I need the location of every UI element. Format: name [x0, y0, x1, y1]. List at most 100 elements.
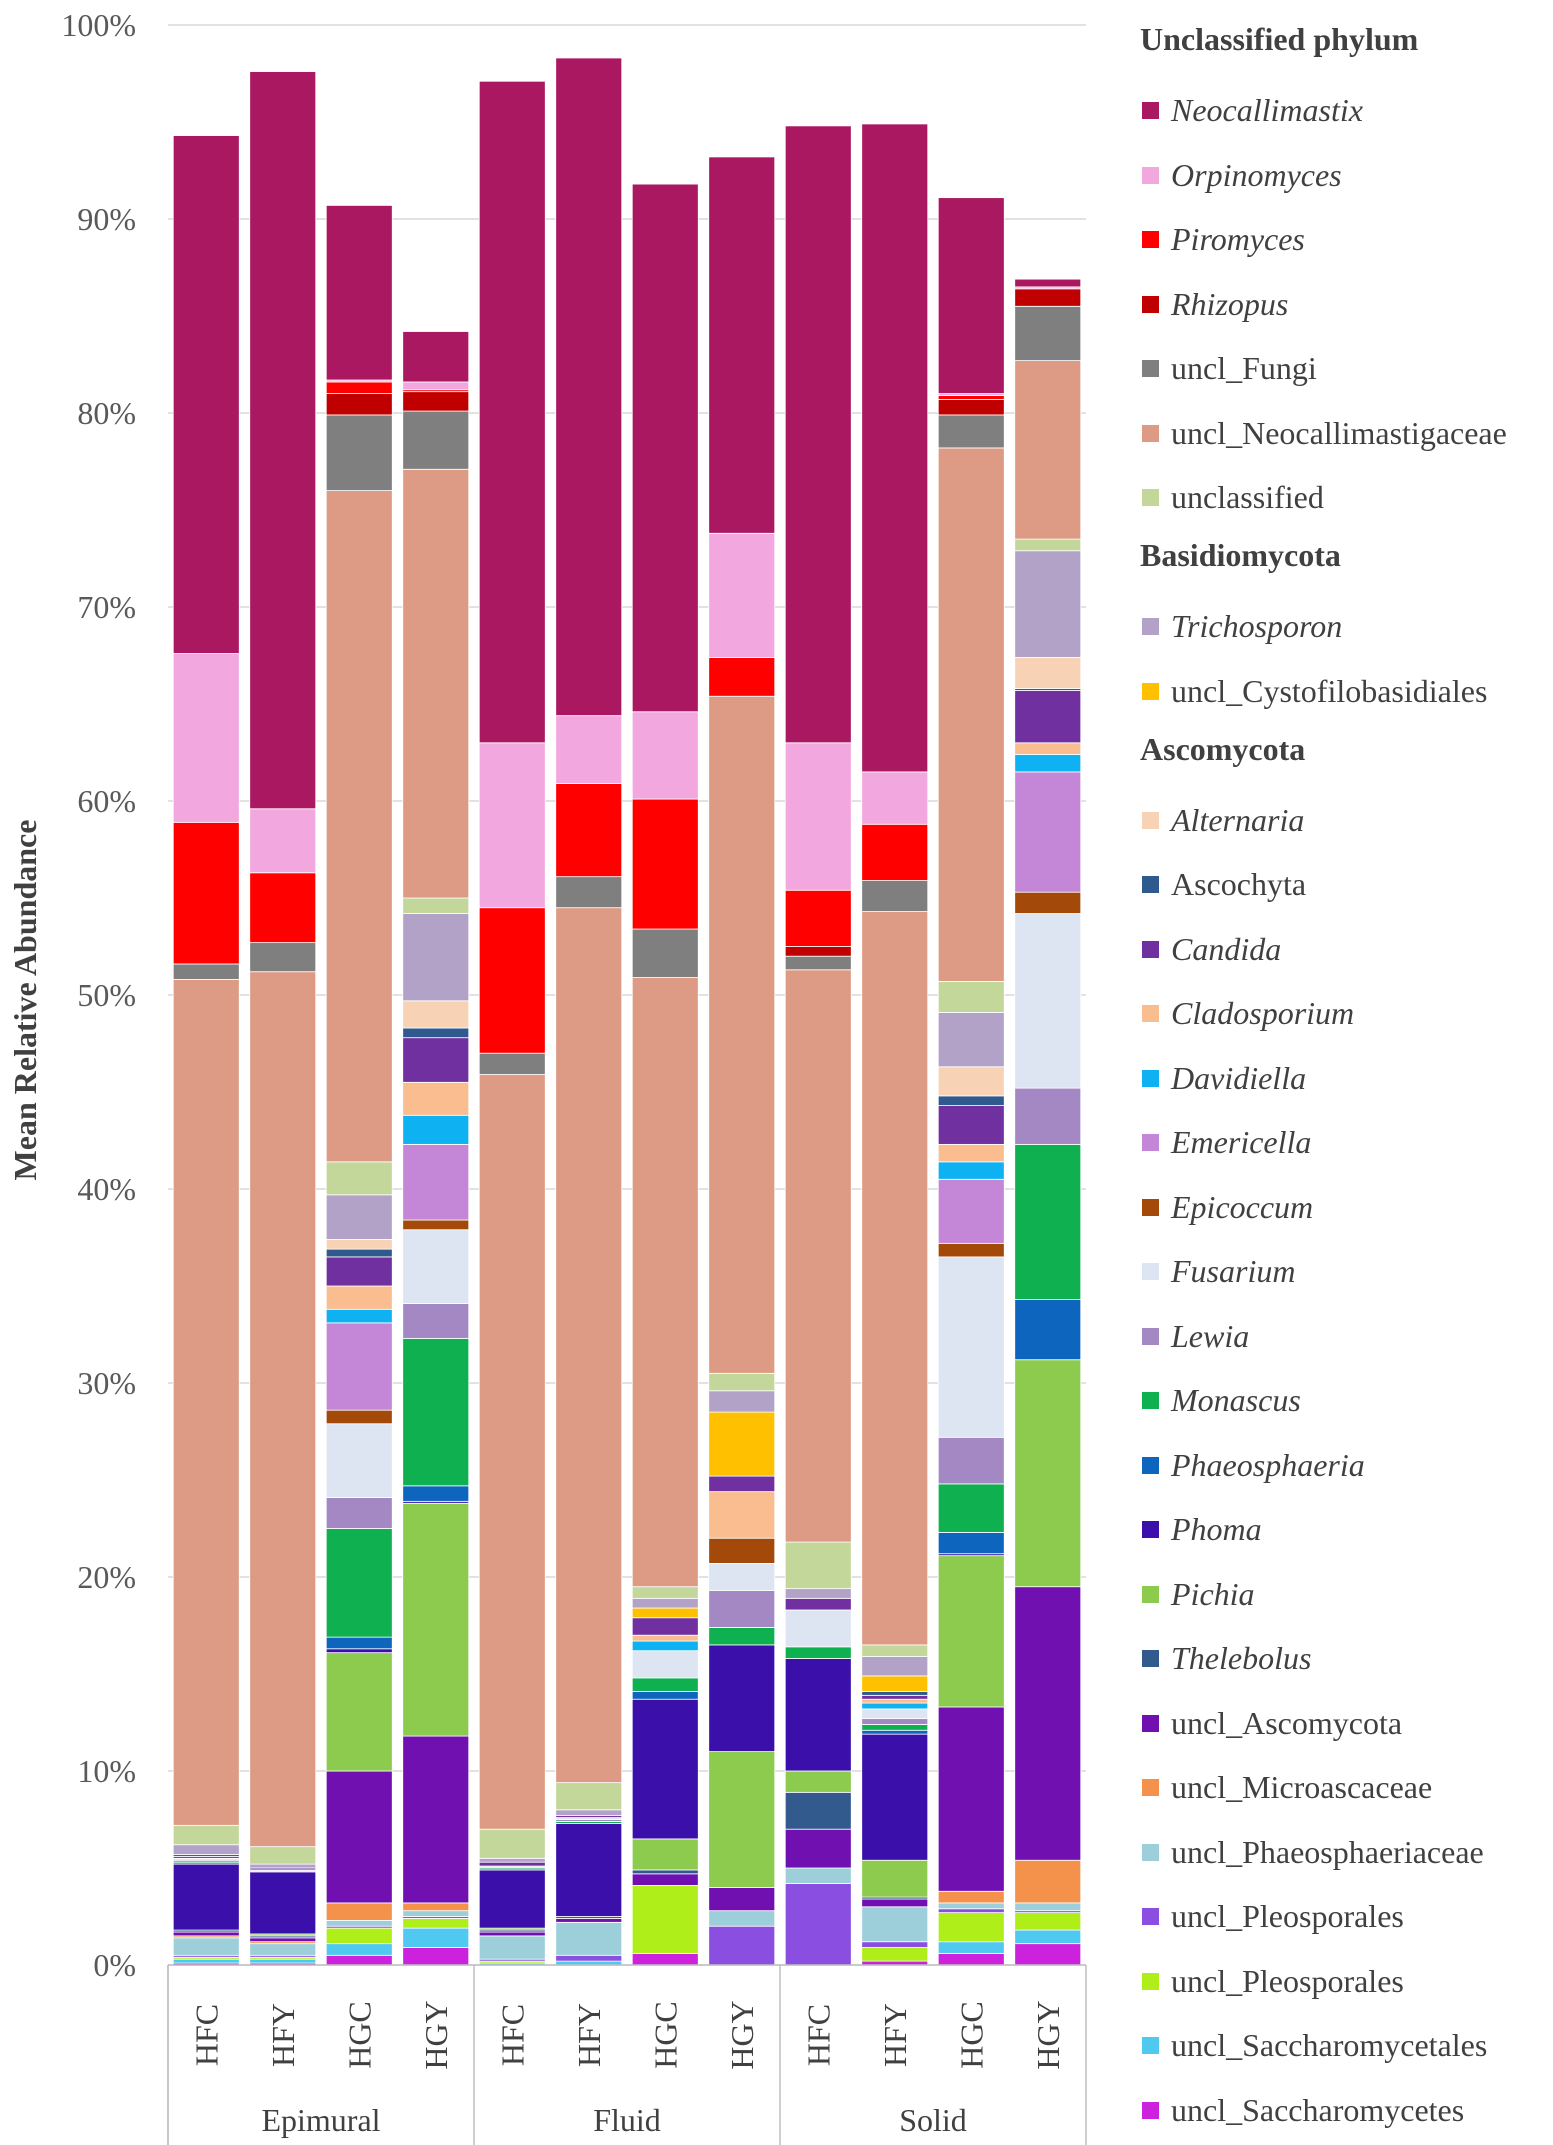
legend-label: Fusarium	[1171, 1253, 1296, 1290]
bar-segment	[1014, 305, 1082, 362]
legend-header-ascomycota: Ascomycota	[1140, 730, 1306, 767]
bar-segment	[325, 1902, 393, 1921]
y-tick-label: 30%	[77, 1365, 136, 1401]
bar-segment	[937, 1890, 1005, 1904]
bar-segment	[708, 1925, 776, 1966]
bar-segment	[555, 876, 623, 909]
bar-segment	[631, 1640, 699, 1652]
legend-label: Ascochyta	[1171, 866, 1307, 903]
bar-segment	[325, 1423, 393, 1498]
legend-label: Rhizopus	[1171, 285, 1289, 322]
legend-item-ascochyta: Ascochyta	[1140, 853, 1553, 918]
bar-segment	[631, 1607, 699, 1619]
bar-segment	[937, 1912, 1005, 1943]
x-tick-label: HFY	[877, 2003, 913, 2067]
bar-segment	[325, 1528, 393, 1638]
y-tick-label: 0%	[93, 1947, 136, 1983]
bar-segment	[402, 381, 470, 391]
bar-segment	[555, 1782, 623, 1811]
legend-swatch	[1142, 1134, 1159, 1152]
y-axis-title: Mean Relative Abundance	[7, 820, 43, 1181]
legend-item-uncl-pleosporales-a: uncl_Pleosporales	[1140, 1885, 1553, 1950]
legend-label: Phoma	[1171, 1511, 1262, 1548]
legend-item-davidiella: Davidiella	[1140, 1046, 1553, 1111]
legend-swatch	[1142, 1843, 1159, 1861]
bar-segment	[172, 1824, 240, 1846]
bar-segment	[937, 1555, 1005, 1708]
legend-item-trichosporon: Trichosporon	[1140, 595, 1553, 660]
bar-segment	[172, 1844, 240, 1855]
legend-swatch	[1142, 489, 1159, 507]
legend-swatch	[1142, 876, 1159, 894]
bar-segment	[402, 1902, 470, 1912]
bar-segment	[937, 1436, 1005, 1485]
legend-item-neocallimastix: Neocallimastix	[1140, 79, 1553, 144]
y-tick-label: 50%	[77, 977, 136, 1013]
legend-swatch	[1142, 2037, 1159, 2055]
bar-segment	[937, 1242, 1005, 1258]
legend-item-cladosporium: Cladosporium	[1140, 982, 1553, 1047]
bar-segment	[478, 1935, 546, 1960]
legend-swatch	[1142, 618, 1159, 636]
x-tick-label: HFC	[188, 2004, 224, 2066]
bar-segment	[1014, 1087, 1082, 1145]
bar-segment	[1014, 288, 1082, 307]
bar-segment	[555, 1918, 623, 1923]
legend-swatch	[1142, 360, 1159, 378]
bar-segment	[784, 1828, 852, 1869]
bar-segment	[937, 1143, 1005, 1163]
legend-item-phaeosphaeria: Phaeosphaeria	[1140, 1433, 1553, 1498]
bar-segment	[937, 1952, 1005, 1966]
bar-segment	[555, 907, 623, 1784]
bar-segment	[784, 1791, 852, 1830]
bars-layer	[172, 57, 1082, 1966]
legend-swatch	[1142, 102, 1159, 120]
bar-segment	[784, 1646, 852, 1659]
legend-item-orpinomyces: Orpinomyces	[1140, 143, 1553, 208]
legend-label: Lewia	[1171, 1317, 1250, 1354]
bar-segment	[708, 1491, 776, 1539]
bar-segment	[708, 695, 776, 1374]
bar-segment	[1014, 1929, 1082, 1945]
bar-segment	[937, 1178, 1005, 1244]
legend-item-uncl-phaeosphaeriaceae: uncl_Phaeosphaeriaceae	[1140, 1820, 1553, 1885]
legend-swatch	[1142, 1779, 1159, 1797]
legend-label: uncl_Ascomycota	[1171, 1704, 1403, 1741]
bar-segment	[478, 1828, 546, 1859]
bar-segment	[402, 1947, 470, 1966]
legend-swatch	[1142, 1392, 1159, 1410]
legend-label: Phaeosphaeria	[1171, 1446, 1365, 1483]
legend-label: Monascus	[1171, 1382, 1301, 1419]
bar-segment	[784, 946, 852, 957]
bar-segment	[325, 1248, 393, 1258]
bar-segment	[325, 1636, 393, 1650]
y-tick-label: 20%	[77, 1559, 136, 1595]
y-tick-label: 40%	[77, 1171, 136, 1207]
bar-segment	[631, 1698, 699, 1840]
bar-segment	[249, 1871, 317, 1935]
legend-swatch	[1142, 1585, 1159, 1603]
bar-segment	[861, 1644, 929, 1657]
bar-segment	[631, 928, 699, 978]
legend-label: uncl_Saccharomycetales	[1171, 2027, 1488, 2064]
bar-segment	[937, 1483, 1005, 1533]
bar-segment	[402, 1219, 470, 1231]
bar-segment	[631, 1586, 699, 1599]
bar-segment	[1014, 771, 1082, 893]
legend-label: uncl_Fungi	[1171, 350, 1317, 387]
bar-segment	[249, 1937, 317, 1943]
bar-segment	[325, 490, 393, 1163]
legend-swatch	[1142, 1327, 1159, 1345]
legend-swatch	[1142, 1456, 1159, 1474]
bar-segment	[478, 907, 546, 1054]
bar-segment	[861, 1718, 929, 1725]
legend-item-uncl-microascaceae: uncl_Microascaceae	[1140, 1756, 1553, 1821]
legend-item-unclassified: unclassified	[1140, 466, 1553, 531]
legend-item-uncl-ascomycota: uncl_Ascomycota	[1140, 1691, 1553, 1756]
bar-segment	[861, 1708, 929, 1720]
bar-segment	[861, 1947, 929, 1962]
bar-segment	[325, 1652, 393, 1772]
bar-segment	[249, 1846, 317, 1865]
bar-segment	[937, 414, 1005, 449]
legend-item-fusarium: Fusarium	[1140, 1240, 1553, 1305]
